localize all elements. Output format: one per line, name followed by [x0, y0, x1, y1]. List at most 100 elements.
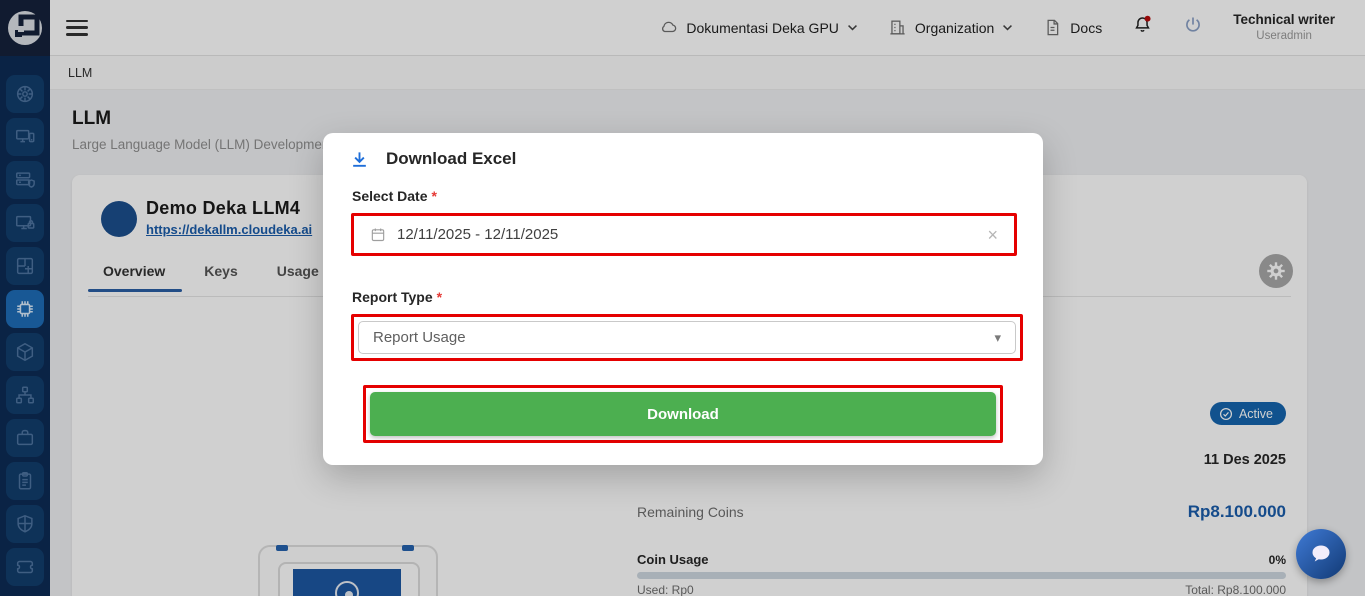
report-type-value: Report Usage — [373, 329, 466, 346]
dashboard-layout-icon — [16, 257, 34, 275]
report-type-label: Report Type * — [352, 289, 443, 305]
card-tabs: Overview Keys Usage — [103, 263, 319, 279]
status-date: 11 Des 2025 — [1203, 452, 1286, 468]
sidebar-item-network-sitemap[interactable] — [6, 376, 44, 414]
org-selector[interactable]: Organization — [888, 18, 1013, 37]
sidebar-item-ticket[interactable] — [6, 548, 44, 586]
annotation-box-date: 12/11/2025 - 12/11/2025 × — [351, 213, 1017, 256]
date-range-input[interactable]: 12/11/2025 - 12/11/2025 × — [354, 216, 1014, 253]
top-navbar: Dokumentasi Deka GPU Organization Docs — [50, 0, 1365, 56]
service-avatar — [101, 201, 137, 237]
coin-usage-progressbar — [637, 572, 1286, 579]
settings-button[interactable] — [1259, 254, 1293, 288]
user-name: Technical writer — [1233, 11, 1335, 27]
briefcase-icon — [16, 429, 34, 446]
illustration-screen — [293, 569, 401, 596]
sidebar-item-briefcase[interactable] — [6, 419, 44, 457]
active-tab-indicator — [88, 289, 182, 292]
select-date-label: Select Date * — [352, 188, 437, 204]
secure-desktop-icon — [16, 215, 35, 230]
service-name: Demo Deka LLM4 — [146, 198, 301, 218]
coin-usage-used: Used: Rp0 — [637, 583, 694, 596]
sidebar-item-secure-desktop[interactable] — [6, 204, 44, 242]
coin-usage-percent: 0% — [1268, 552, 1286, 567]
status-badge: Active — [1209, 402, 1286, 425]
remaining-coins-label: Remaining Coins — [637, 504, 744, 520]
kubernetes-icon — [16, 85, 34, 103]
sidebar-item-clipboard[interactable] — [6, 462, 44, 500]
virtual-machine-icon — [16, 129, 35, 143]
document-icon — [1047, 19, 1059, 36]
cloudeka-logo-icon — [8, 11, 42, 45]
docs-label: Docs — [1070, 19, 1103, 36]
user-role: Useradmin — [1256, 29, 1312, 42]
calendar-icon — [371, 228, 385, 242]
download-icon — [353, 151, 366, 167]
illustration-notch — [402, 545, 414, 551]
chat-widget-button[interactable] — [1296, 529, 1346, 579]
sidebar-item-shield[interactable] — [6, 505, 44, 543]
select-caret-icon: ▾ — [994, 329, 1001, 345]
tab-usage[interactable]: Usage — [276, 263, 319, 279]
service-url-link[interactable]: https://dekallm.cloudeka.ai — [146, 222, 313, 237]
tab-keys[interactable]: Keys — [204, 263, 238, 279]
date-range-value: 12/11/2025 - 12/11/2025 — [397, 226, 559, 243]
check-circle-icon — [1219, 407, 1232, 420]
illustration-notch — [276, 545, 288, 551]
page-title: LLM — [72, 108, 112, 129]
ticket-icon — [16, 560, 34, 574]
sidebar-item-storage-cube[interactable] — [6, 333, 44, 371]
power-icon — [1186, 17, 1201, 32]
chat-bubble-icon — [1312, 545, 1330, 562]
clear-date-icon[interactable]: × — [987, 224, 998, 245]
chevron-down-icon — [1003, 25, 1013, 31]
gear-icon — [1267, 262, 1285, 280]
annotation-box-report-type: Report Usage ▾ — [351, 314, 1023, 361]
remaining-coins-row: Remaining Coins Rp8.100.000 — [637, 502, 1286, 522]
shield-icon — [17, 514, 33, 533]
status-badge-label: Active — [1238, 406, 1273, 421]
chevron-down-icon — [847, 25, 857, 31]
organization-icon — [890, 20, 905, 35]
coin-usage-label: Coin Usage — [637, 552, 709, 567]
breadcrumb-bar: LLM — [50, 56, 1365, 90]
download-button[interactable]: Download — [370, 392, 996, 436]
sidebar-item-ai-chip[interactable] — [6, 290, 44, 328]
modal-title: Download Excel — [386, 149, 517, 168]
annotation-box-download: Download — [363, 385, 1003, 443]
tab-overview[interactable]: Overview — [103, 263, 166, 279]
sidebar — [0, 0, 50, 596]
sidebar-item-dashboard-layout[interactable] — [6, 247, 44, 285]
user-menu[interactable]: Technical writer Useradmin — [1233, 12, 1335, 43]
sidebar-item-kubernetes[interactable] — [6, 75, 44, 113]
docs-link[interactable]: Docs — [1043, 18, 1102, 37]
bell-icon — [1135, 15, 1151, 32]
project-selector-label: Dokumentasi Deka GPU — [686, 19, 839, 36]
illustration-frame — [278, 562, 420, 596]
network-sitemap-icon — [16, 386, 34, 404]
sidebar-item-server-shield[interactable] — [6, 161, 44, 199]
coin-usage-total: Total: Rp8.100.000 — [1185, 583, 1286, 596]
modal-header: Download Excel — [350, 149, 516, 169]
ai-chip-icon — [17, 301, 33, 317]
breadcrumb[interactable]: LLM — [68, 65, 93, 80]
sidebar-item-virtual-machine[interactable] — [6, 118, 44, 156]
wheel-icon — [335, 581, 359, 596]
org-selector-label: Organization — [914, 19, 995, 36]
notifications-button[interactable] — [1132, 14, 1153, 41]
hamburger-menu-icon[interactable] — [66, 19, 88, 36]
remaining-coins-value: Rp8.100.000 — [1187, 502, 1286, 521]
clipboard-icon — [18, 472, 32, 490]
cloudeka-logo[interactable] — [0, 0, 50, 56]
coin-usage-footer: Used: Rp0 Total: Rp8.100.000 — [637, 583, 1286, 596]
logout-button[interactable] — [1183, 15, 1203, 40]
download-excel-modal: Download Excel Select Date * 12/11/2025 -… — [323, 133, 1043, 465]
required-marker: * — [431, 188, 437, 204]
report-type-select[interactable]: Report Usage ▾ — [358, 321, 1016, 354]
project-selector[interactable]: Dokumentasi Deka GPU — [659, 18, 858, 37]
storage-cube-icon — [16, 342, 34, 362]
cloud-icon — [662, 21, 677, 33]
required-marker: * — [436, 289, 443, 305]
device-illustration — [258, 545, 438, 596]
